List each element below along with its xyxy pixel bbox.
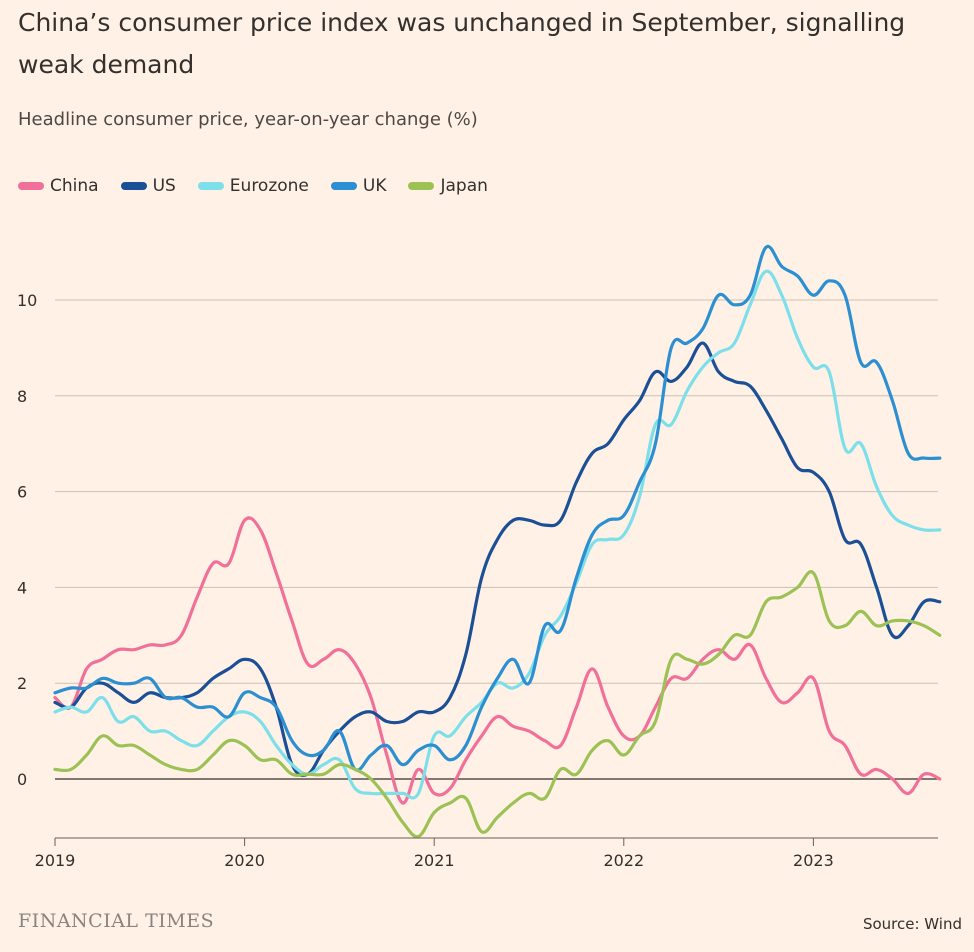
series-line-uk — [53, 244, 942, 772]
series-line-us — [53, 341, 942, 778]
legend-label-japan: Japan — [440, 176, 488, 196]
y-tick-label-2: 2 — [17, 674, 27, 693]
y-tick-label-6: 6 — [17, 483, 27, 502]
x-tick-label-2023: 2023 — [793, 851, 834, 870]
y-tick-label-10: 10 — [17, 291, 37, 310]
legend-label-uk: UK — [362, 176, 387, 196]
chart-title: China’s consumer price index was unchang… — [18, 8, 906, 79]
ft-logo: FINANCIAL TIMES — [18, 910, 215, 932]
y-tick-label-8: 8 — [17, 387, 27, 406]
x-tick-label-2019: 2019 — [35, 851, 76, 870]
series-line-japan — [53, 570, 942, 839]
legend-swatch-china — [18, 182, 44, 190]
legend-swatch-eurozone — [197, 182, 224, 190]
chart-subtitle: Headline consumer price, year-on-year ch… — [18, 109, 478, 130]
series-layer — [53, 244, 942, 839]
legend-swatch-us — [120, 182, 147, 190]
axis-layer: 0 2 4 6 8 10 2019 2020 2021 2022 2023 — [17, 291, 938, 870]
grid-layer — [55, 299, 938, 780]
x-tick-label-2021: 2021 — [414, 851, 455, 870]
legend-label-eurozone: Eurozone — [229, 176, 309, 196]
legend-item-uk: UK — [330, 176, 387, 196]
y-tick-label-0: 0 — [17, 770, 27, 789]
x-tick-label-2020: 2020 — [224, 851, 265, 870]
legend-item-us: US — [120, 176, 176, 196]
x-tick-label-2022: 2022 — [603, 851, 644, 870]
y-tick-label-4: 4 — [17, 578, 27, 597]
legend-swatch-uk — [330, 182, 357, 190]
series-line-eurozone — [53, 269, 942, 800]
legend-label-china: China — [50, 176, 99, 196]
legend-item-japan: Japan — [408, 176, 488, 196]
source-note: Source: Wind — [862, 915, 962, 933]
legend-label-us: US — [152, 176, 176, 196]
series-line-china — [53, 516, 942, 805]
legend-item-china: China — [18, 176, 99, 196]
legend-swatch-japan — [408, 182, 435, 190]
legend: China US Eurozone UK Japan — [18, 176, 510, 196]
legend-item-eurozone: Eurozone — [197, 176, 309, 196]
